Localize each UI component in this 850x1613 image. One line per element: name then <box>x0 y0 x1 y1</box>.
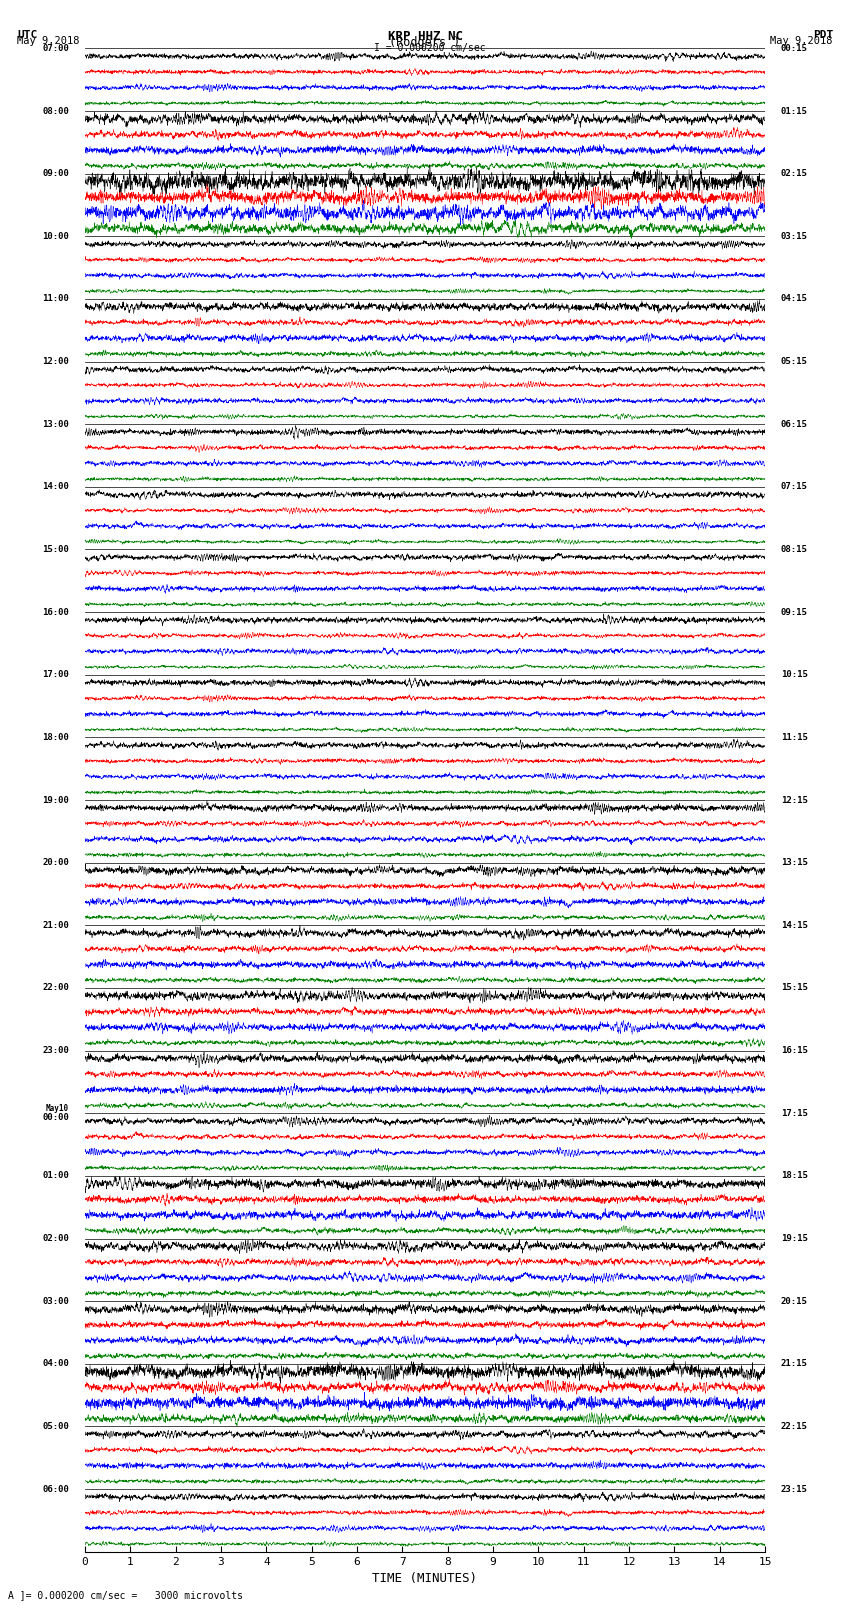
Text: 20:15: 20:15 <box>781 1297 807 1305</box>
Text: 16:00: 16:00 <box>42 608 69 616</box>
Text: 05:00: 05:00 <box>42 1423 69 1431</box>
Text: 02:15: 02:15 <box>781 169 807 177</box>
Text: 13:00: 13:00 <box>42 419 69 429</box>
Text: 20:00: 20:00 <box>42 858 69 868</box>
Text: 00:15: 00:15 <box>781 44 807 53</box>
Text: KRP HHZ NC: KRP HHZ NC <box>388 31 462 44</box>
Text: 01:15: 01:15 <box>781 106 807 116</box>
Text: UTC: UTC <box>17 31 37 40</box>
Text: 07:00: 07:00 <box>42 44 69 53</box>
Text: 12:15: 12:15 <box>781 795 807 805</box>
Text: 17:15: 17:15 <box>781 1108 807 1118</box>
Text: 06:00: 06:00 <box>42 1484 69 1494</box>
Text: 18:00: 18:00 <box>42 732 69 742</box>
Text: 14:15: 14:15 <box>781 921 807 929</box>
Text: 12:00: 12:00 <box>42 356 69 366</box>
Text: May 9,2018: May 9,2018 <box>17 37 80 47</box>
Text: 08:00: 08:00 <box>42 106 69 116</box>
Text: (Rodgers ): (Rodgers ) <box>389 37 461 50</box>
Text: 15:00: 15:00 <box>42 545 69 553</box>
Text: I = 0.000200 cm/sec: I = 0.000200 cm/sec <box>374 44 485 53</box>
Text: 13:15: 13:15 <box>781 858 807 868</box>
Text: 11:00: 11:00 <box>42 295 69 303</box>
Text: 17:00: 17:00 <box>42 671 69 679</box>
Text: 19:15: 19:15 <box>781 1234 807 1244</box>
Text: 03:15: 03:15 <box>781 232 807 240</box>
Text: 04:15: 04:15 <box>781 295 807 303</box>
Text: 21:15: 21:15 <box>781 1360 807 1368</box>
Text: 08:15: 08:15 <box>781 545 807 553</box>
Text: 00:00: 00:00 <box>42 1113 69 1123</box>
Text: 01:00: 01:00 <box>42 1171 69 1181</box>
Text: 10:00: 10:00 <box>42 232 69 240</box>
Text: 09:00: 09:00 <box>42 169 69 177</box>
Text: 14:00: 14:00 <box>42 482 69 492</box>
Text: 18:15: 18:15 <box>781 1171 807 1181</box>
Text: 21:00: 21:00 <box>42 921 69 929</box>
Text: 03:00: 03:00 <box>42 1297 69 1305</box>
Text: 11:15: 11:15 <box>781 732 807 742</box>
Text: 09:15: 09:15 <box>781 608 807 616</box>
Text: 10:15: 10:15 <box>781 671 807 679</box>
Text: PDT: PDT <box>813 31 833 40</box>
Text: 23:00: 23:00 <box>42 1047 69 1055</box>
Text: 22:00: 22:00 <box>42 984 69 992</box>
Text: 04:00: 04:00 <box>42 1360 69 1368</box>
Text: A ]= 0.000200 cm/sec =   3000 microvolts: A ]= 0.000200 cm/sec = 3000 microvolts <box>8 1590 243 1600</box>
Text: 16:15: 16:15 <box>781 1047 807 1055</box>
Text: 23:15: 23:15 <box>781 1484 807 1494</box>
Text: 05:15: 05:15 <box>781 356 807 366</box>
Text: 15:15: 15:15 <box>781 984 807 992</box>
Text: May10: May10 <box>46 1103 69 1113</box>
Text: 07:15: 07:15 <box>781 482 807 492</box>
Text: 06:15: 06:15 <box>781 419 807 429</box>
Text: 22:15: 22:15 <box>781 1423 807 1431</box>
Text: 19:00: 19:00 <box>42 795 69 805</box>
Text: 02:00: 02:00 <box>42 1234 69 1244</box>
Text: May 9,2018: May 9,2018 <box>770 37 833 47</box>
X-axis label: TIME (MINUTES): TIME (MINUTES) <box>372 1573 478 1586</box>
